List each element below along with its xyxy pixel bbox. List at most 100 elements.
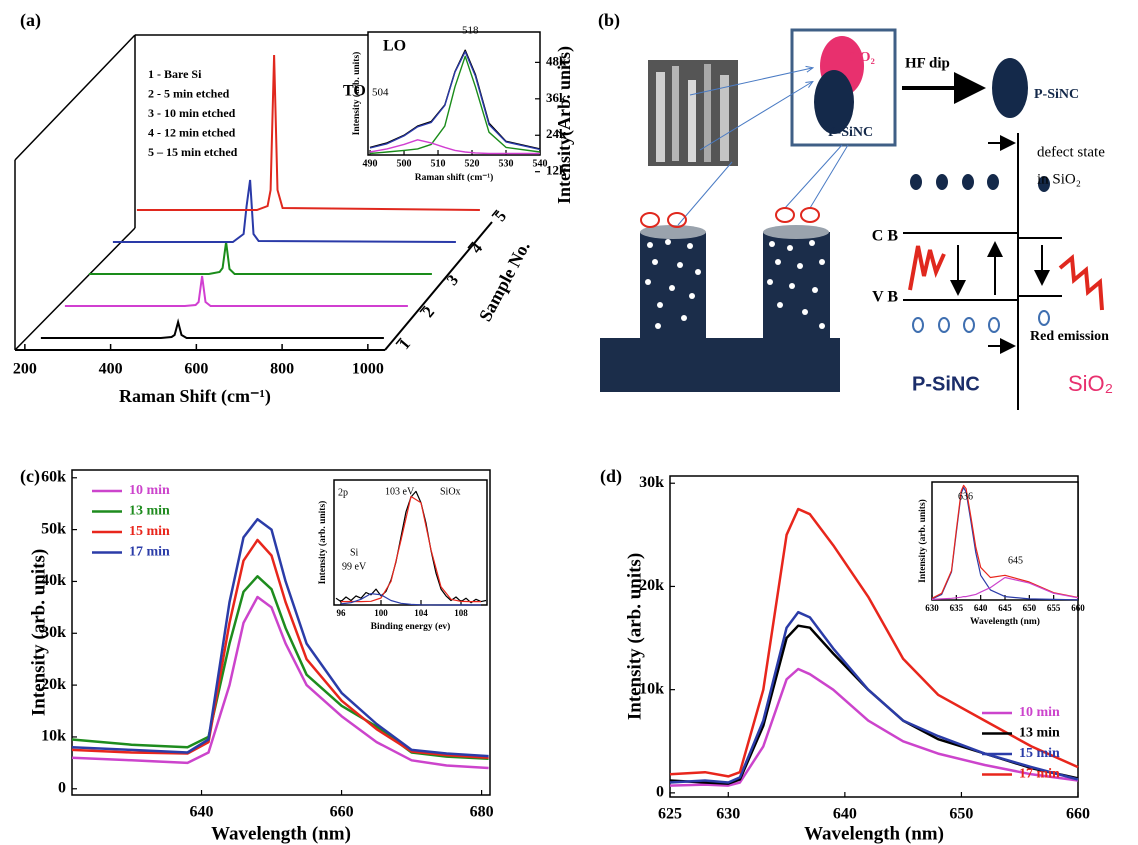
y-tick-label: 12k	[546, 163, 567, 178]
sem-pillar	[656, 72, 665, 162]
transitions	[950, 135, 1050, 354]
series-line	[340, 593, 481, 606]
z-tick-label: 4	[468, 240, 486, 257]
spectrum	[64, 275, 408, 307]
pillar-top	[640, 225, 706, 239]
hole	[988, 317, 1000, 333]
nanocrystals	[645, 239, 825, 329]
y-tick-label: 60k	[41, 468, 66, 485]
y-axis-label: Intensity (arb. units)	[624, 553, 645, 720]
series-line	[669, 667, 1079, 787]
dot	[677, 262, 683, 268]
substrate	[600, 338, 840, 392]
dot	[687, 243, 693, 249]
z-tick	[443, 273, 450, 281]
frame-line	[14, 34, 136, 161]
y-tick-label: 40k	[41, 572, 66, 589]
y-tick-label: 48k	[546, 53, 567, 68]
pillar-top	[763, 225, 829, 239]
dot	[647, 242, 653, 248]
x-tick-label: 1000	[352, 361, 384, 378]
x-tick-label: 630	[716, 806, 740, 823]
panel-a-frame	[14, 34, 493, 351]
series-line	[340, 495, 481, 603]
dot	[787, 245, 793, 251]
plot-frame	[931, 481, 1079, 601]
x-tick-label: 630	[925, 603, 939, 613]
label: C B	[872, 228, 899, 245]
x-tick-label: 640	[833, 806, 857, 823]
spectrum	[112, 179, 456, 243]
label: SiO₂	[1068, 371, 1113, 396]
series-line	[931, 484, 1079, 599]
legend-label: 17 min	[129, 545, 170, 560]
z-tick	[491, 209, 498, 217]
legend-label: 13 min	[129, 504, 170, 519]
x-tick-label: 640	[190, 804, 214, 821]
sem-pillar	[672, 66, 679, 161]
pillar	[640, 232, 706, 338]
x-tick-label: 200	[13, 361, 37, 378]
label: V B	[872, 289, 898, 306]
label: in SiO₂	[1037, 171, 1081, 187]
x-tick-label: 530	[499, 158, 514, 169]
x-tick-label: 660	[1066, 806, 1090, 823]
electron	[1038, 176, 1050, 192]
series-line	[71, 517, 489, 758]
pointer	[784, 144, 843, 209]
y-tick-label: 0	[58, 779, 66, 796]
holes	[912, 310, 1050, 333]
label: defect state	[1037, 144, 1105, 160]
x-tick-label: 490	[363, 158, 378, 169]
y-axis-label: Intensity (arb. units)	[351, 52, 362, 136]
x-tick-label: 625	[658, 806, 682, 823]
panel-label: (d)	[600, 466, 622, 487]
x-tick-label: 650	[949, 806, 973, 823]
label: P-SiNC	[912, 373, 980, 395]
legend-label: 15 min	[1019, 746, 1060, 761]
y-tick-label: 30k	[41, 624, 66, 641]
series-line	[71, 538, 489, 759]
spectrum	[136, 54, 480, 211]
x-tick-label: 108	[454, 608, 468, 618]
dot	[775, 259, 781, 265]
series-line	[669, 507, 1079, 778]
dot	[769, 241, 775, 247]
x-tick-label: 540	[533, 158, 548, 169]
series-line	[669, 610, 1079, 784]
z-tick	[467, 241, 474, 249]
y-tick-label: 30k	[639, 474, 664, 491]
panel-label: (c)	[20, 466, 40, 487]
y-axis-label: Intensity (arb. units)	[917, 499, 928, 583]
annotation: 103 eV	[385, 486, 415, 497]
pointer	[809, 144, 849, 209]
pointer	[689, 68, 812, 96]
dot	[689, 293, 695, 299]
pointer	[699, 82, 812, 151]
electron	[962, 174, 974, 190]
x-tick-label: 520	[465, 158, 480, 169]
annotation: 504	[372, 87, 389, 99]
annotation: 636	[958, 491, 973, 502]
hole	[912, 317, 924, 333]
x-tick-label: 96	[337, 608, 347, 618]
dot	[652, 259, 658, 265]
surface-oxide	[640, 207, 820, 228]
dot	[695, 269, 701, 275]
z-tick-label: 3	[444, 272, 462, 289]
z-tick-label: 5	[492, 208, 510, 225]
electrons	[910, 174, 1050, 192]
x-tick-label: 635	[950, 603, 964, 613]
label: HF dip	[905, 55, 950, 71]
ring	[667, 212, 687, 228]
sem-pillar	[720, 75, 729, 161]
ring	[800, 207, 820, 223]
label: P-SiNC	[1034, 87, 1079, 102]
dot	[797, 263, 803, 269]
annotation: 518	[462, 25, 479, 37]
pointer	[677, 161, 733, 226]
legend-label: 10 min	[1019, 705, 1060, 720]
x-axis-label: Wavelength (nm)	[970, 616, 1040, 627]
legend-label: 4 - 12 min etched	[148, 125, 236, 139]
